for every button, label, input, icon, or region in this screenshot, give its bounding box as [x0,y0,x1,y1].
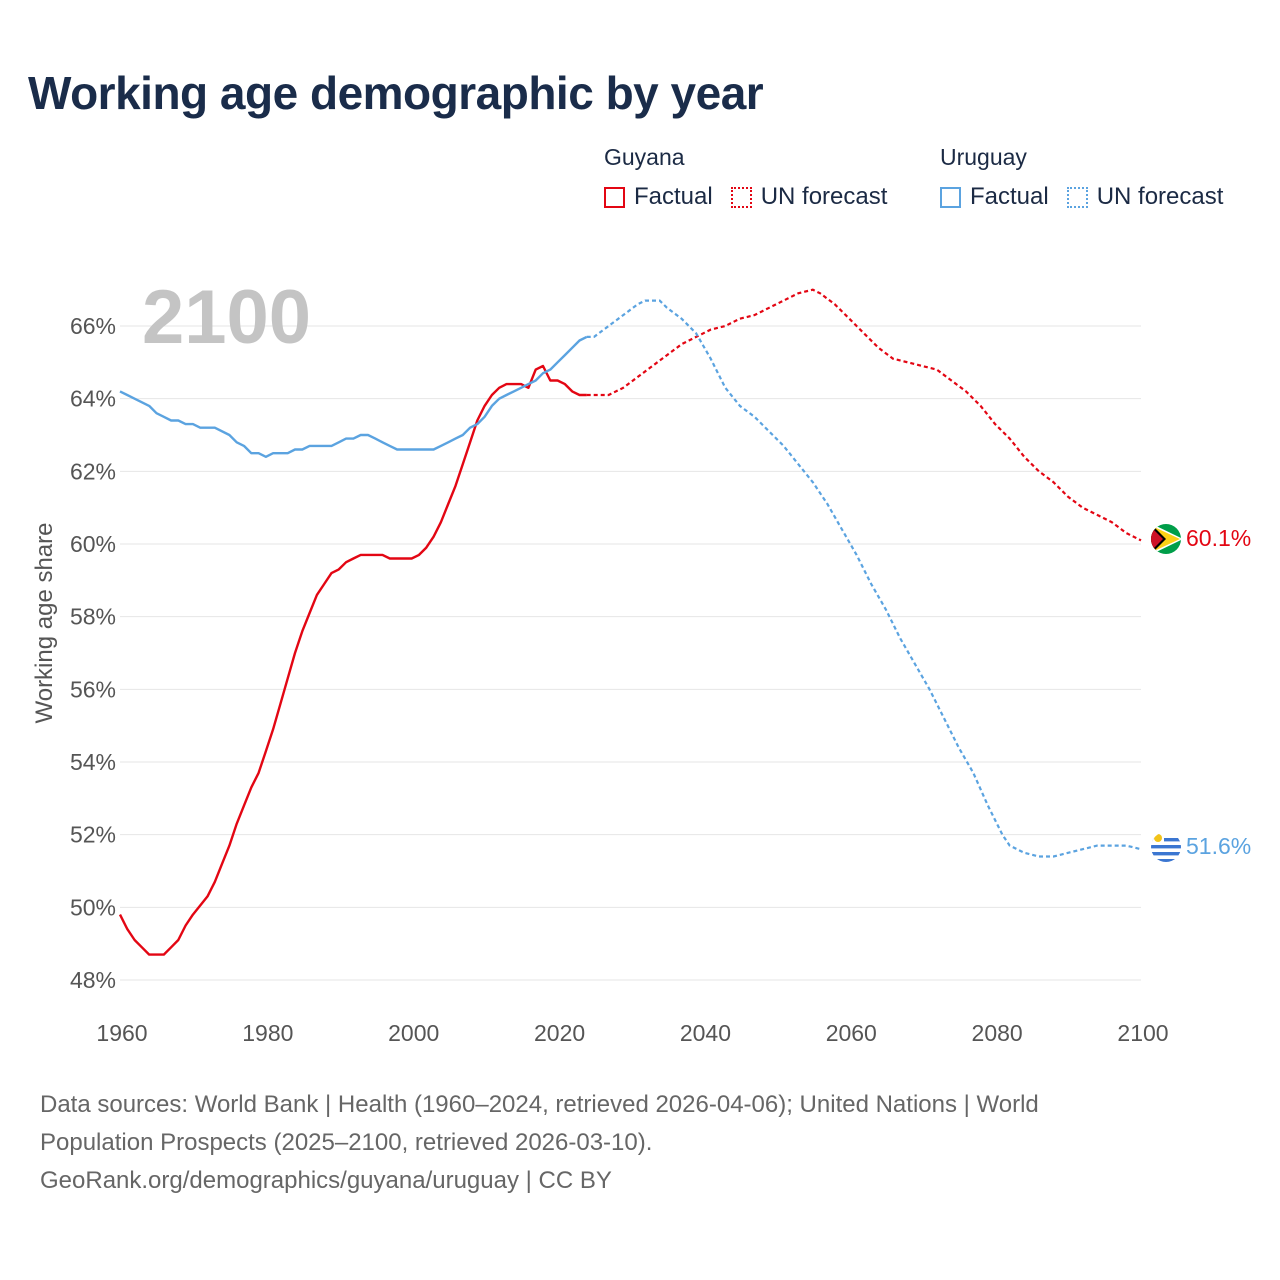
dotted-swatch-icon [1066,186,1088,208]
legend-label: Factual [634,183,713,210]
legend-item-uruguay-factual[interactable]: Factual [940,183,1049,211]
year-overlay: 2100 [142,275,311,360]
y-tick-label: 64% [70,386,116,412]
y-tick-label: 48% [70,967,116,993]
legend-uruguay: Uruguay Factual UN forecast [940,144,1241,211]
guyana-flag-icon [1151,524,1181,554]
y-tick-label: 52% [70,822,116,848]
y-tick-label: 50% [70,894,116,920]
solid-swatch-icon [940,186,961,208]
dotted-swatch-icon [730,186,752,208]
y-tick-label: 66% [70,313,116,339]
series-line-uruguay-forecast[interactable] [586,299,1142,858]
x-tick-label: 2080 [972,1020,1023,1046]
legend-item-guyana-forecast[interactable]: UN forecast [730,183,888,211]
series-line-guyana-factual[interactable] [118,364,587,956]
x-tick-label: 2040 [680,1020,731,1046]
x-tick-label: 1980 [242,1020,293,1046]
x-tick-label: 2100 [1117,1020,1168,1046]
y-tick-label: 58% [70,604,116,630]
y-tick-label: 60% [70,531,116,557]
axes: 48% 50% 52% 54% 56% 58% 60% 62% 64% 66% 1960 1980 20… [70,313,1169,1046]
end-label-guyana: 60.1% [1186,525,1251,551]
grid [120,325,1141,981]
legend-item-guyana-factual[interactable]: Factual [604,183,713,211]
legend-country-guyana: Guyana [604,144,685,170]
source-line[interactable]: GeoRank.org/demographics/guyana/uruguay … [40,1167,612,1194]
legend-label: UN forecast [1096,183,1224,210]
series-line-guyana-forecast[interactable] [586,288,1142,542]
chart-title: Working age demographic by year [28,67,764,119]
series [118,288,1142,956]
solid-swatch-icon [604,186,625,208]
legend-guyana: Guyana Factual UN forecast [604,144,905,211]
legend-label: Factual [970,183,1049,210]
legend-country-uruguay: Uruguay [940,144,1027,170]
source-line: Population Prospects (2025–2100, retriev… [40,1129,653,1156]
series-line-uruguay-factual[interactable] [119,335,588,458]
x-tick-label: 2000 [388,1020,439,1046]
legend-item-uruguay-forecast[interactable]: UN forecast [1066,183,1224,211]
uruguay-flag-icon [1151,832,1181,862]
end-label-uruguay: 51.6% [1186,833,1251,859]
line-chart: 48% 50% 52% 54% 56% 58% 60% 62% 64% 66% 1960 1980 20… [31,275,1251,1046]
y-axis-label: Working age share [31,523,58,724]
source-note: Data sources: World Bank | Health (1960–… [40,1086,1200,1200]
x-tick-label: 2060 [826,1020,877,1046]
x-tick-label: 1960 [96,1020,147,1046]
x-tick-label: 2020 [534,1020,585,1046]
y-tick-label: 56% [70,676,116,702]
y-tick-label: 54% [70,749,116,775]
y-tick-label: 62% [70,458,116,484]
legend-label: UN forecast [760,183,888,210]
source-line: Data sources: World Bank | Health (1960–… [40,1091,1039,1118]
